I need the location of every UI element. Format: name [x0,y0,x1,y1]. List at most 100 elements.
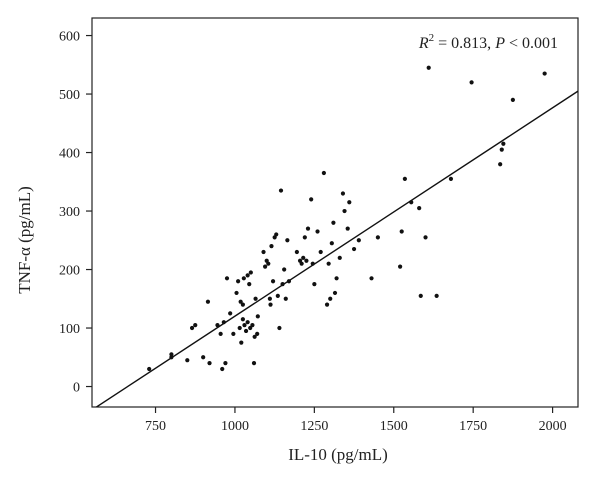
data-point [215,323,220,328]
data-point [242,323,247,328]
y-tick-label: 200 [59,264,80,279]
r-value: = 0.813, [434,35,495,52]
data-point [351,246,357,252]
plot-area [91,17,579,408]
data-point [266,261,271,266]
data-point [277,325,282,331]
data-point [417,206,422,211]
data-point [255,314,260,319]
data-point [321,170,326,176]
data-point [402,176,407,181]
p-symbol: P [494,35,505,52]
data-point [305,226,311,231]
data-point [185,358,190,363]
data-point [255,331,260,336]
data-point [302,235,307,240]
y-tick-label: 600 [59,30,80,45]
data-point [501,141,506,146]
data-point [345,226,350,231]
data-point [318,249,323,255]
data-point [448,176,454,181]
data-point [221,320,226,325]
data-point [268,302,273,307]
data-point [334,276,339,281]
data-point [469,80,474,85]
data-point [356,238,361,243]
y-tick-label: 300 [59,205,80,220]
data-point [399,229,404,234]
data-point [228,311,233,316]
data-point [294,249,299,255]
x-tick-label: 1750 [459,419,487,434]
data-point [267,296,272,301]
data-point [309,197,314,202]
data-point [250,323,255,328]
data-point [499,147,504,152]
data-point [434,293,439,298]
data-point [418,293,423,298]
data-point [285,238,290,243]
data-point [261,249,266,255]
data-point [239,340,244,345]
data-point [331,220,336,225]
data-point [220,366,225,372]
data-point [280,282,285,287]
data-point [248,325,253,331]
data-point [312,282,317,287]
data-point [542,71,547,76]
r-exponent: 2 [429,32,435,44]
x-tick-label: 1500 [380,419,408,434]
data-point [426,65,431,70]
data-point [248,270,253,275]
x-tick-label: 1250 [300,419,328,434]
data-point [315,229,320,234]
data-point [409,200,414,205]
data-point [326,261,331,266]
data-point [201,355,206,360]
data-point [238,299,243,304]
y-tick-label: 400 [59,147,80,162]
data-point [252,334,257,339]
data-point [283,296,288,301]
plot-frame [91,17,579,408]
data-point [243,328,249,334]
data-point [342,208,347,214]
data-point [301,255,306,260]
data-point [332,290,338,296]
data-point [231,331,236,336]
data-point [328,296,333,301]
data-point [189,325,195,331]
data-point [147,366,152,372]
data-point [337,255,342,260]
data-point [234,290,239,296]
data-point [270,279,276,284]
data-point [269,244,274,249]
x-tick-label: 750 [145,419,166,434]
data-points [147,65,547,372]
data-point [423,235,428,240]
data-point [498,162,503,167]
data-point [237,325,242,331]
x-axis-title: IL-10 (pg/mL) [288,445,388,464]
data-point [240,317,245,322]
data-point [299,261,304,266]
regression-line [95,90,578,407]
data-point [251,361,257,366]
data-point [310,261,315,266]
data-point [324,302,330,307]
data-point [253,296,258,301]
p-value: < 0.001 [505,35,558,52]
data-point [375,235,380,240]
r-symbol: R [418,35,429,52]
y-tick-label: 0 [73,381,80,396]
data-point [347,200,352,205]
fit-annotation: R2 = 0.813, P < 0.001 [418,32,558,52]
y-axis-title: TNF-α (pg/mL) [15,186,34,294]
data-point [369,276,374,281]
data-point [274,232,279,237]
data-point [223,361,228,366]
data-point [207,361,212,366]
x-tick-label: 2000 [539,419,567,434]
data-point [240,302,245,307]
data-point [398,264,403,269]
